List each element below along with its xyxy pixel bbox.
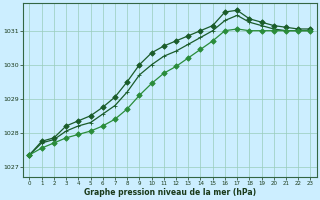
X-axis label: Graphe pression niveau de la mer (hPa): Graphe pression niveau de la mer (hPa) [84, 188, 256, 197]
